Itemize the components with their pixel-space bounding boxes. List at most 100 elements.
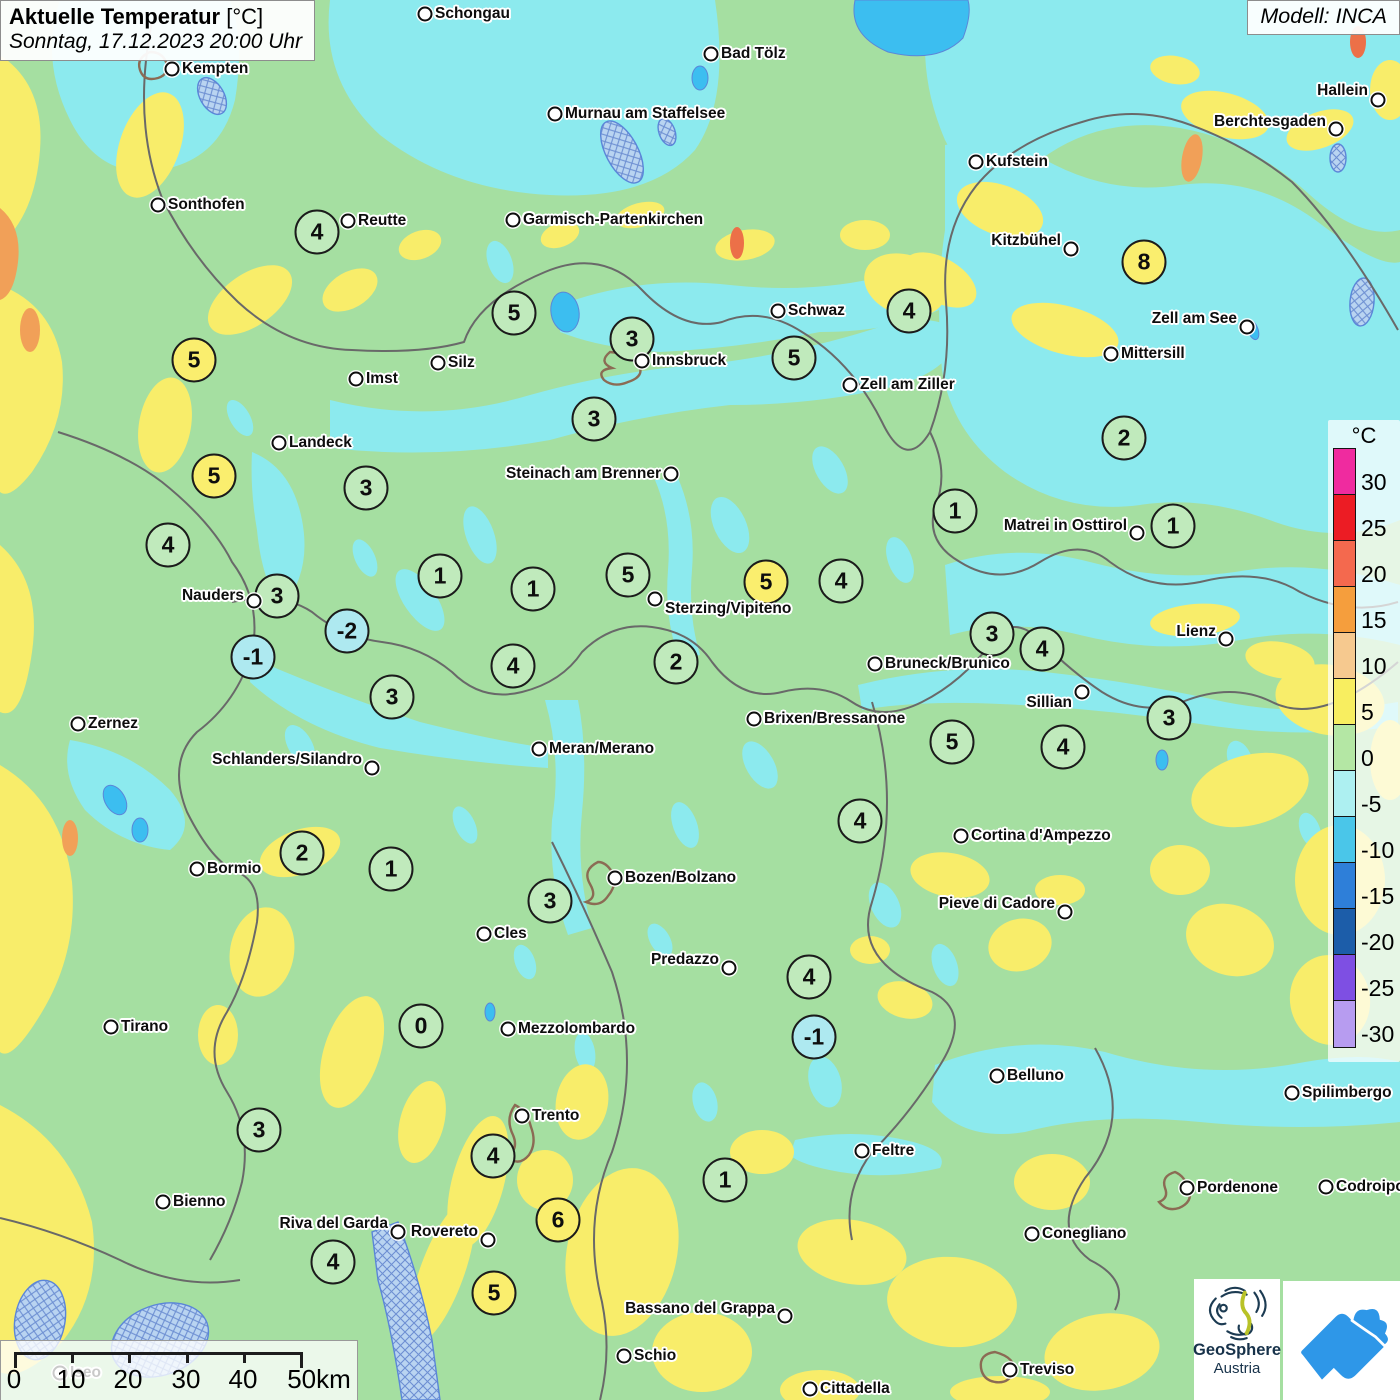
city-marker bbox=[1074, 684, 1090, 700]
city-label: Meran/Merano bbox=[549, 740, 655, 757]
legend-tick-label: -15 bbox=[1361, 883, 1395, 909]
city-marker bbox=[476, 926, 492, 942]
station-temp-circle: 3 bbox=[969, 611, 1015, 657]
city-marker bbox=[746, 711, 762, 727]
station-temp-circle: 2 bbox=[279, 830, 325, 876]
city-label: Cles bbox=[494, 925, 527, 942]
legend-tick-label: -25 bbox=[1361, 975, 1395, 1001]
city-label: Codroipo bbox=[1336, 1178, 1400, 1195]
city-label: Sterzing/Vipiteno bbox=[665, 600, 792, 617]
legend-tick-label: 10 bbox=[1361, 653, 1387, 679]
city-marker bbox=[500, 1021, 516, 1037]
city-marker bbox=[1002, 1362, 1018, 1378]
city-marker bbox=[777, 1308, 793, 1324]
city-label: Sonthofen bbox=[168, 196, 245, 213]
city-marker bbox=[155, 1194, 171, 1210]
scalebar-label: 10 bbox=[56, 1364, 86, 1394]
city-label: Zell am See bbox=[1151, 310, 1237, 327]
temperature-legend: °C 30 25 20 15 10 5 0 -5 -10 -15 -20 -25 -30 bbox=[1328, 420, 1400, 1062]
station-temp-circle: 3 bbox=[254, 573, 300, 619]
city-marker bbox=[1129, 525, 1145, 541]
city-marker bbox=[802, 1381, 818, 1397]
city-label: Reutte bbox=[358, 212, 407, 229]
city-label: Kitzbühel bbox=[991, 232, 1061, 249]
station-temp-circle: 6 bbox=[535, 1197, 581, 1243]
legend-band bbox=[1334, 633, 1355, 679]
city-label: Mittersill bbox=[1121, 345, 1185, 362]
scalebar-line bbox=[14, 1352, 302, 1355]
station-temp-circle: 5 bbox=[605, 552, 651, 598]
city-marker bbox=[1179, 1180, 1195, 1196]
station-temp-circle: 4 bbox=[818, 558, 864, 604]
mountain-cloud-logo-box bbox=[1283, 1281, 1400, 1400]
city-marker bbox=[547, 106, 563, 122]
city-marker bbox=[989, 1068, 1005, 1084]
city-marker bbox=[430, 355, 446, 371]
legend-band bbox=[1334, 495, 1355, 541]
city-marker bbox=[634, 353, 650, 369]
station-temp-circle: 0 bbox=[398, 1003, 444, 1049]
legend-band bbox=[1334, 541, 1355, 587]
station-temp-circle: 5 bbox=[771, 335, 817, 381]
city-marker bbox=[480, 1232, 496, 1248]
scalebar-tick bbox=[128, 1352, 131, 1363]
city-marker bbox=[703, 46, 719, 62]
station-temp-circle: -1 bbox=[230, 634, 276, 680]
scalebar-label: 40 bbox=[228, 1364, 258, 1394]
station-temp-circle: 4 bbox=[145, 522, 191, 568]
station-temp-circle: 1 bbox=[510, 566, 556, 612]
station-temp-circle: 3 bbox=[343, 465, 389, 511]
legend-band bbox=[1334, 679, 1355, 725]
station-temp-circle: 5 bbox=[171, 337, 217, 383]
city-marker bbox=[854, 1143, 870, 1159]
legend-band bbox=[1334, 587, 1355, 633]
city-label: Trento bbox=[532, 1107, 580, 1124]
legend-unit: °C bbox=[1351, 423, 1377, 448]
legend-band bbox=[1334, 449, 1355, 495]
city-marker bbox=[340, 213, 356, 229]
city-marker bbox=[364, 760, 380, 776]
station-temp-circle: 3 bbox=[609, 316, 655, 362]
city-label: Predazzo bbox=[650, 951, 719, 968]
legend-tick-label: -5 bbox=[1361, 791, 1382, 817]
city-label: Bruneck/Brunico bbox=[885, 655, 1010, 672]
station-temp-circle: 8 bbox=[1121, 239, 1167, 285]
geosphere-logo-subtext: Austria bbox=[1213, 1360, 1261, 1377]
city-marker bbox=[1218, 631, 1234, 647]
city-marker bbox=[953, 828, 969, 844]
city-label: Sillian bbox=[1026, 694, 1072, 711]
station-temp-circle: 1 bbox=[368, 846, 414, 892]
city-marker bbox=[607, 870, 623, 886]
legend-tick-label: 5 bbox=[1361, 699, 1374, 725]
legend-band bbox=[1334, 909, 1355, 955]
legend-color-bar bbox=[1333, 448, 1356, 1048]
city-label: Bormio bbox=[207, 860, 262, 877]
city-label: Kufstein bbox=[986, 153, 1048, 170]
legend-band bbox=[1334, 771, 1355, 817]
city-label: Schlanders/Silandro bbox=[212, 751, 362, 768]
legend-tick-label: 30 bbox=[1361, 469, 1387, 495]
city-marker bbox=[189, 861, 205, 877]
geosphere-logo-text: GeoSphere bbox=[1192, 1341, 1282, 1359]
city-label: Belluno bbox=[1007, 1067, 1064, 1084]
legend-band bbox=[1334, 955, 1355, 1001]
city-label: Innsbruck bbox=[652, 352, 727, 369]
city-marker bbox=[1057, 904, 1073, 920]
legend-tick-label: 15 bbox=[1361, 607, 1387, 633]
station-temp-circle: 5 bbox=[491, 290, 537, 336]
scalebar-tick bbox=[300, 1352, 303, 1368]
city-marker bbox=[246, 593, 262, 609]
city-label: Schwaz bbox=[788, 302, 845, 319]
city-label: Spilimbergo bbox=[1302, 1084, 1392, 1101]
map-title: Aktuelle Temperatur [°C] bbox=[9, 4, 264, 29]
scalebar-tick bbox=[186, 1352, 189, 1363]
city-label: Tirano bbox=[121, 1018, 169, 1035]
city-marker bbox=[1239, 319, 1255, 335]
legend-tick-label: 0 bbox=[1361, 745, 1374, 771]
city-marker bbox=[1370, 92, 1386, 108]
city-marker bbox=[721, 960, 737, 976]
station-temp-circle: 5 bbox=[929, 719, 975, 765]
station-temp-circle: -1 bbox=[791, 1014, 837, 1060]
station-temp-circle: 1 bbox=[417, 553, 463, 599]
